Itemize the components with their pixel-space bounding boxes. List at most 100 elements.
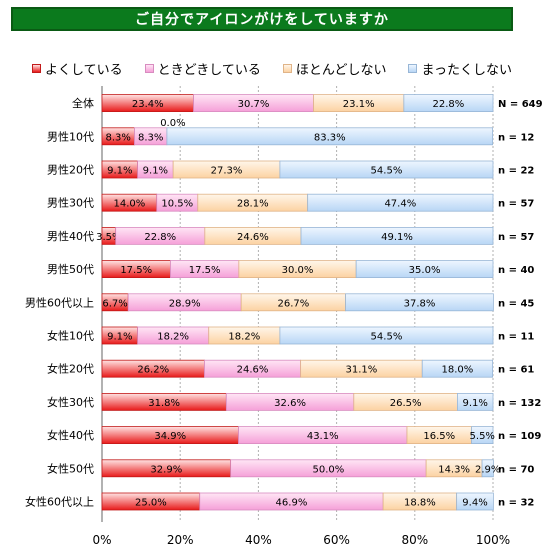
bar-segment	[307, 193, 494, 212]
bar-segment	[457, 392, 494, 411]
bar-segment	[403, 94, 494, 112]
data-label: 24.6%	[237, 365, 269, 376]
legend-item-often: よくしている	[32, 59, 123, 78]
bar-segment	[456, 492, 494, 511]
data-label: 14.0%	[113, 199, 145, 210]
bar-segment	[471, 426, 494, 445]
legend-swatch-often	[32, 63, 41, 73]
bar-segment	[300, 226, 494, 245]
data-label: 10.5%	[161, 199, 193, 210]
data-label: 30.7%	[238, 99, 270, 110]
data-label: 54.5%	[371, 166, 403, 177]
data-label: 31.8%	[148, 398, 180, 409]
data-label: 9.1%	[463, 398, 488, 409]
sample-size-label: n = 45	[498, 298, 534, 309]
category-label: 男性50代	[47, 262, 94, 276]
sample-size-label: n = 40	[498, 265, 534, 276]
data-label: 9.1%	[143, 166, 168, 177]
data-label: 18.0%	[442, 365, 474, 376]
data-label: 9.4%	[462, 498, 487, 509]
legend-swatch-rarely	[282, 63, 292, 73]
data-label: 3.5%	[96, 232, 121, 243]
sample-size-label: n = 61	[498, 365, 534, 376]
data-label: 8.3%	[138, 132, 163, 143]
data-label: 9.1%	[107, 166, 132, 177]
data-label: 24.6%	[237, 232, 269, 243]
category-label: 男性60代以上	[25, 295, 94, 309]
data-label: 5.5%	[470, 431, 495, 442]
data-label: 22.8%	[433, 99, 465, 110]
data-label: 17.5%	[120, 265, 152, 276]
data-label: 30.0%	[282, 265, 314, 276]
legend-swatch-never	[408, 63, 418, 73]
sample-size-label: n = 70	[498, 464, 534, 475]
sample-size-label: n = 32	[498, 498, 534, 509]
sample-size-label: n = 22	[498, 166, 534, 177]
data-label: 8.3%	[106, 132, 131, 143]
legend-item-sometimes: ときどきしている	[144, 59, 261, 78]
data-label: 28.1%	[237, 199, 269, 210]
x-tick-label: 60%	[323, 533, 350, 547]
data-label: 22.8%	[144, 232, 176, 243]
x-tick-label: 100%	[476, 533, 510, 547]
bar-segment	[481, 459, 494, 478]
bar-segment	[166, 127, 494, 146]
data-label: 6.7%	[102, 298, 127, 309]
data-label: 50.0%	[312, 464, 344, 475]
category-label: 女性30代	[47, 395, 94, 409]
legend-swatch-sometimes	[144, 63, 154, 73]
data-label: 14.3%	[438, 464, 470, 475]
sample-size-label: N = 649	[498, 99, 543, 110]
data-label: 16.5%	[423, 431, 455, 442]
data-label: 23.1%	[343, 99, 375, 110]
data-label: 9.1%	[107, 332, 132, 343]
bar-segment	[279, 160, 494, 179]
data-label: 83.3%	[314, 132, 346, 143]
category-label: 女性10代	[47, 329, 94, 343]
category-label: 女性50代	[47, 461, 94, 475]
data-label: 43.1%	[307, 431, 339, 442]
data-label: 18.2%	[228, 332, 260, 343]
data-label: 26.5%	[390, 398, 422, 409]
category-label: 女性40代	[47, 428, 94, 442]
data-label: 34.9%	[154, 431, 186, 442]
sample-size-label: n = 109	[498, 431, 541, 442]
x-tick-label: 20%	[167, 533, 194, 547]
legend-label-sometimes: ときどきしている	[157, 62, 261, 78]
data-label: 54.5%	[371, 332, 403, 343]
data-label: 46.9%	[276, 498, 308, 509]
chart-title: ご自分でアイロンがけをしていますか	[135, 12, 389, 28]
sample-size-label: n = 57	[498, 232, 534, 243]
data-label: 49.1%	[381, 232, 413, 243]
data-label: 35.0%	[409, 265, 441, 276]
legend-label-rarely: ほとんどしない	[295, 62, 387, 78]
bar-segment	[355, 260, 494, 279]
data-label: 17.5%	[189, 265, 221, 276]
sample-size-label: n = 11	[498, 332, 534, 343]
category-label: 男性40代	[47, 229, 94, 243]
data-label: 25.0%	[135, 498, 167, 509]
data-label: 27.3%	[211, 166, 243, 177]
data-label: 0.0%	[160, 118, 185, 129]
data-label: 23.4%	[132, 99, 164, 110]
legend-item-never: まったくしない	[408, 59, 512, 78]
data-label: 26.2%	[137, 365, 169, 376]
category-label: 女性60代以上	[25, 495, 94, 509]
data-label: 28.9%	[169, 298, 201, 309]
data-label: 32.9%	[150, 464, 182, 475]
category-label: 女性20代	[47, 362, 94, 376]
data-label: 37.8%	[404, 298, 436, 309]
bar-segment	[279, 326, 494, 345]
category-label: 男性10代	[47, 129, 94, 143]
x-tick-label: 0%	[92, 533, 111, 547]
category-label: 男性30代	[47, 196, 94, 210]
category-label: 全体	[72, 96, 94, 110]
legend-item-rarely: ほとんどしない	[282, 59, 387, 78]
data-label: 2.9%	[475, 464, 500, 475]
sample-size-label: n = 132	[498, 398, 541, 409]
data-label: 47.4%	[384, 199, 416, 210]
data-label: 26.7%	[278, 298, 310, 309]
sample-size-label: n = 12	[498, 132, 534, 143]
data-label: 18.2%	[157, 332, 189, 343]
